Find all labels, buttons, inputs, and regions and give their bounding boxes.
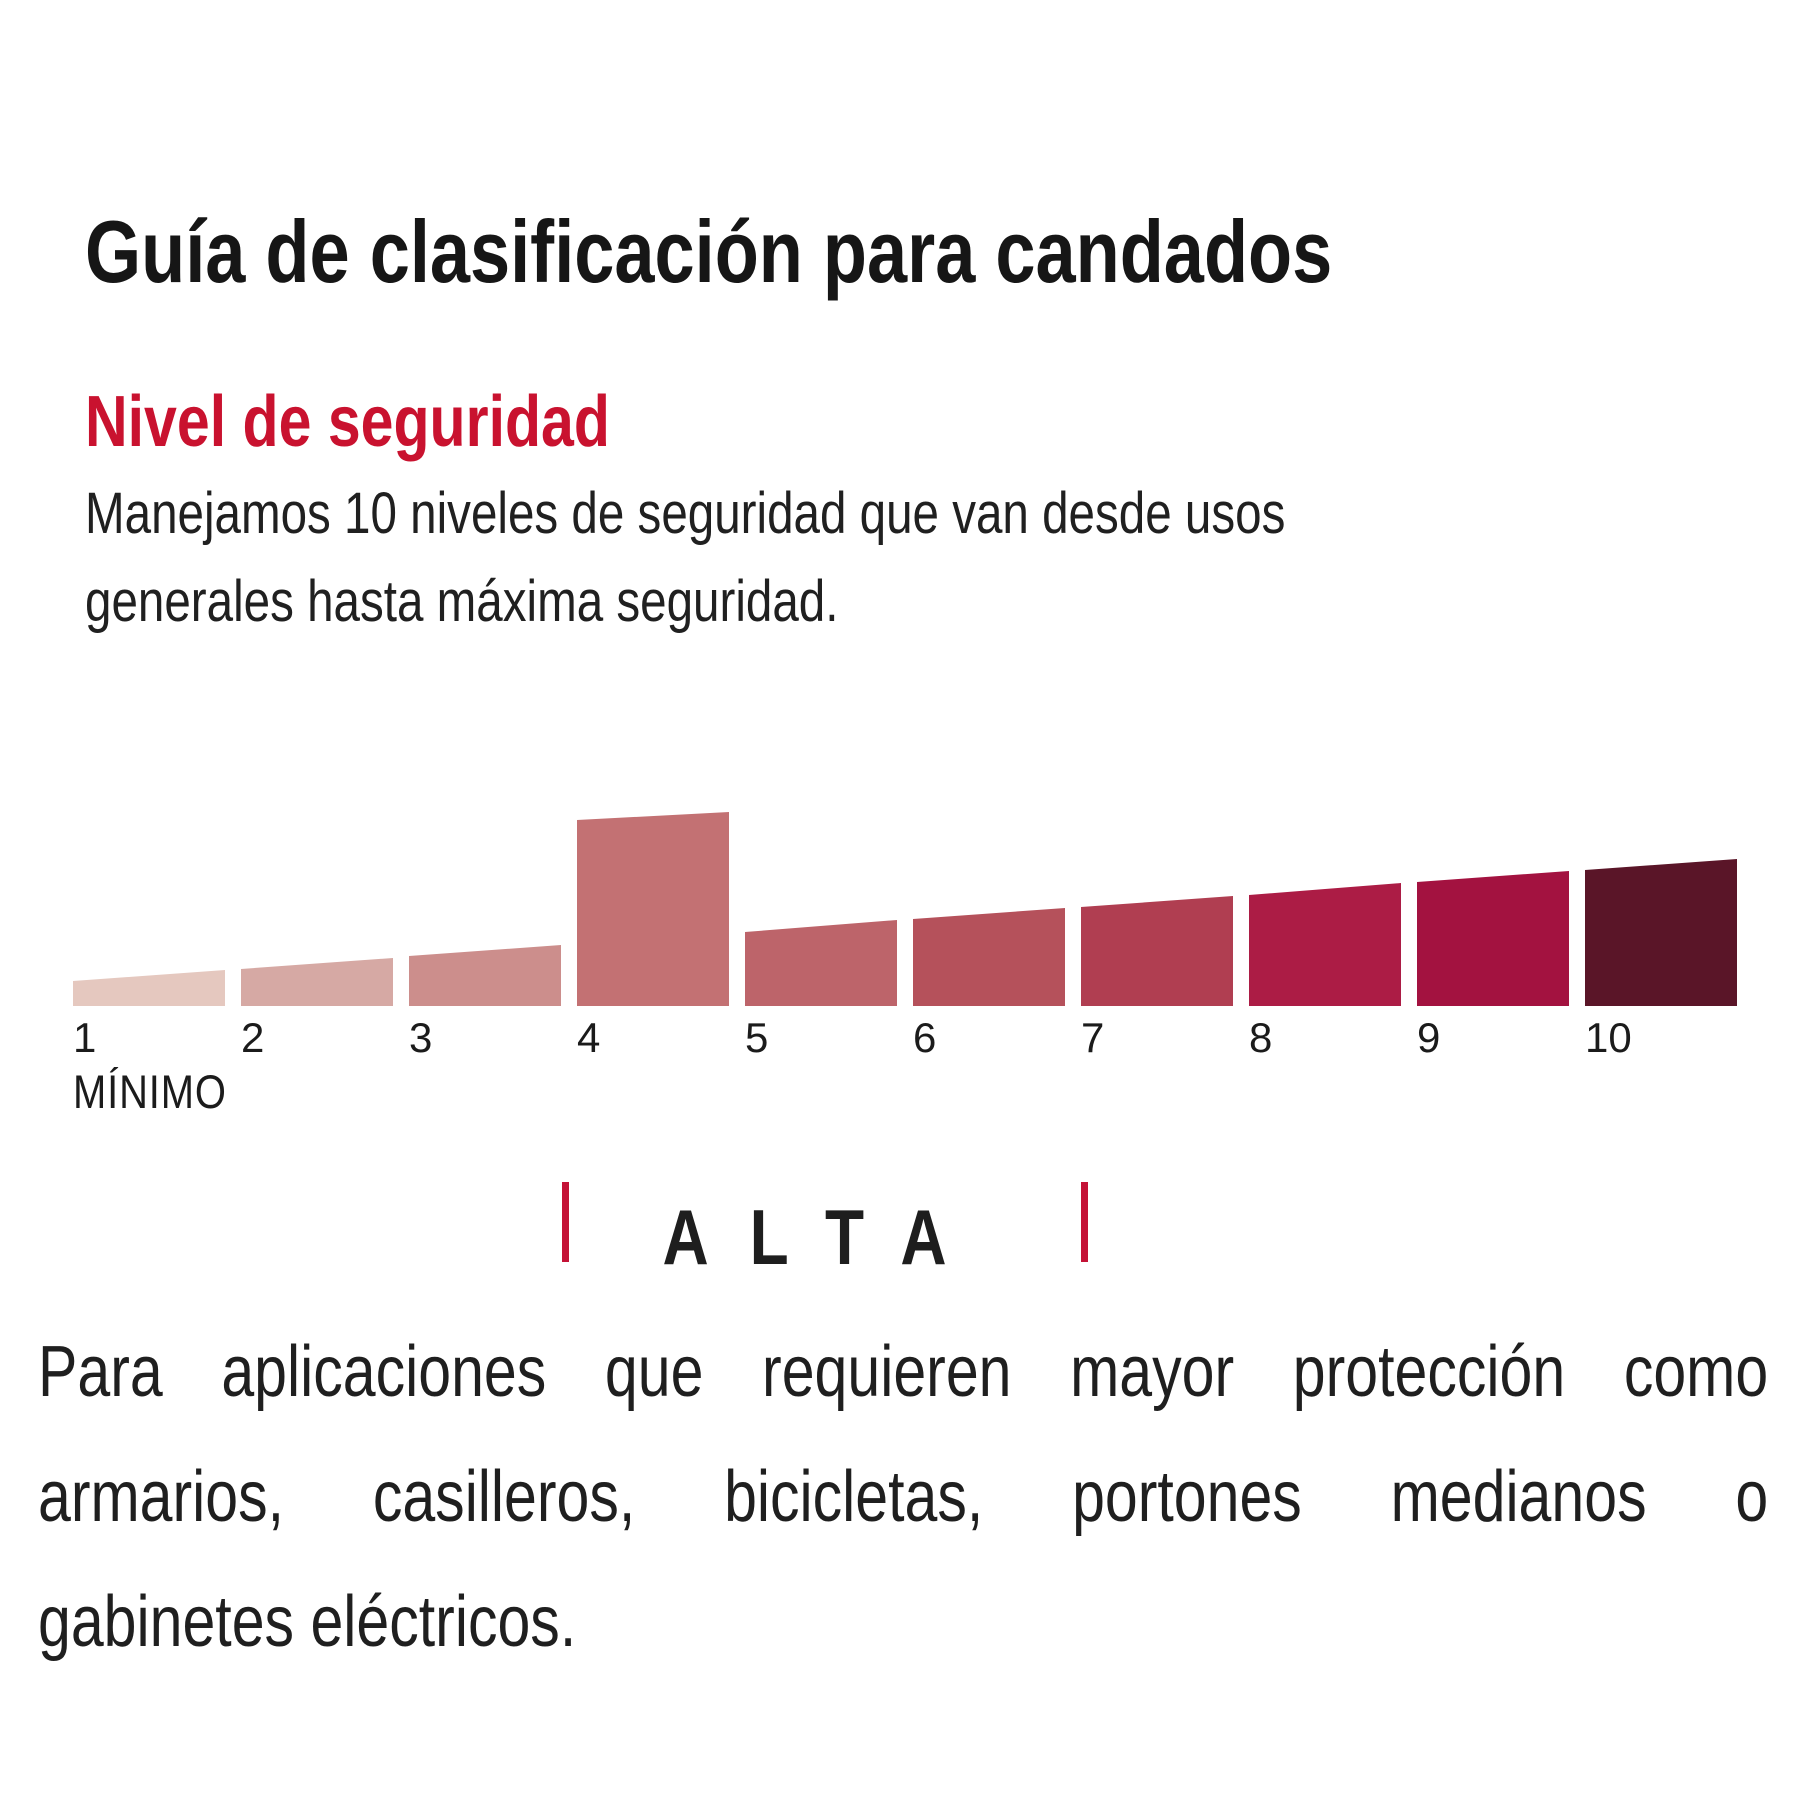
range-label-alta: ALTA [662,1193,988,1281]
bar-level-10 [1585,859,1737,1006]
tick-label-8: 8 [1249,1014,1272,1061]
tick-label-9: 9 [1417,1014,1440,1061]
description-line-1: Para aplicaciones que requieren mayor pr… [38,1332,1769,1412]
description-paragraph: Para aplicaciones que requieren mayor pr… [38,1310,1768,1685]
tick-label-2: 2 [241,1014,264,1061]
tick-label-5: 5 [745,1014,768,1061]
description-line-2: armarios, casilleros, bicicletas, porton… [38,1457,1769,1537]
bar-level-8 [1249,883,1401,1006]
bar-level-9 [1417,871,1569,1006]
intro-paragraph: Manejamos 10 niveles de seguridad que va… [85,470,1285,646]
bar-level-1 [73,970,225,1006]
intro-line-1: Manejamos 10 niveles de seguridad que va… [85,481,1286,546]
tick-label-1: 1 [73,1014,96,1061]
bar-level-3 [409,945,561,1006]
tick-label-10: 10 [1585,1014,1632,1061]
tick-label-3: 3 [409,1014,432,1061]
tick-label-4: 4 [577,1014,600,1061]
security-level-chart: 1 2 3 4 5 6 7 8 9 10 MÍNIMO [73,812,1737,1119]
bar-level-7 [1081,896,1233,1006]
range-tick-right [1081,1182,1088,1262]
tick-label-7: 7 [1081,1014,1104,1061]
tick-label-6: 6 [913,1014,936,1061]
min-label: MÍNIMO [73,1066,227,1119]
description-line-3: gabinetes eléctricos. [38,1582,577,1662]
range-tick-left [562,1182,569,1262]
intro-line-2: generales hasta máxima seguridad. [85,569,839,634]
bar-level-5 [745,920,897,1006]
bar-level-4 [577,812,729,1006]
section-heading: Nivel de seguridad [85,382,610,462]
page-title: Guía de clasificación para candados [85,202,1333,301]
bar-level-2 [241,958,393,1006]
bar-level-6 [913,908,1065,1006]
